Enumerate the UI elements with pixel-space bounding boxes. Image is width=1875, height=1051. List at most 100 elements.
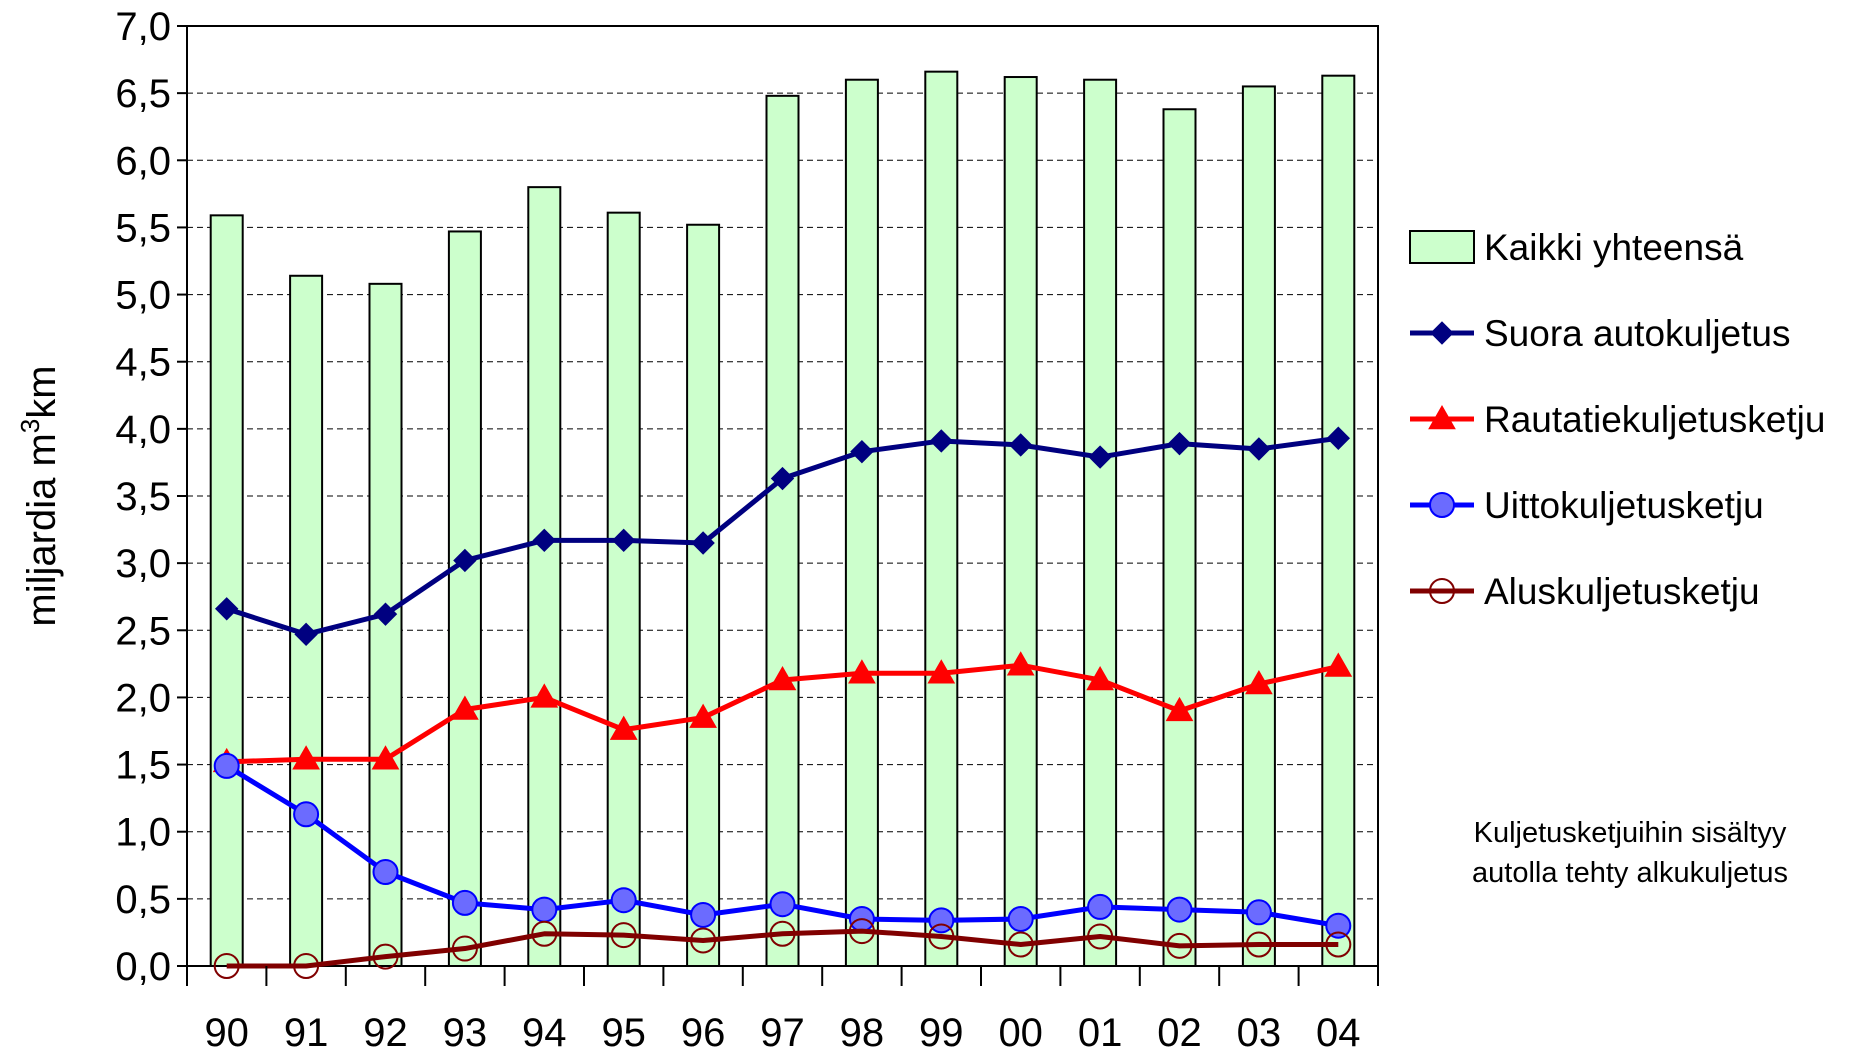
data-point-hollow-circle <box>928 923 955 950</box>
data-point-diamond <box>691 531 715 555</box>
x-tick-label: 90 <box>204 1011 249 1051</box>
legend-label: Kaikki yhteensä <box>1484 227 1744 268</box>
data-point-triangle <box>1006 651 1035 676</box>
bar-series <box>209 70 1356 968</box>
data-point-diamond <box>1430 321 1454 345</box>
data-point-triangle <box>689 703 717 728</box>
x-tick-label: 98 <box>840 1011 885 1051</box>
annotation-note: Kuljetusketjuihin sisältyy autolla tehty … <box>1472 817 1788 889</box>
data-point-triangle <box>1165 696 1194 722</box>
y-tick-label: 1,5 <box>115 744 171 788</box>
data-point-diamond <box>1008 433 1033 457</box>
data-point-hollow-circle <box>372 943 399 970</box>
x-tick-label: 01 <box>1078 1011 1123 1051</box>
y-tick-label: 4,0 <box>115 408 171 452</box>
bar <box>1083 78 1118 967</box>
legend-item: Rautatiekuljetusketju <box>1410 399 1825 440</box>
data-point-diamond <box>532 528 557 553</box>
x-tick-label: 00 <box>998 1011 1043 1051</box>
data-point-circle <box>1166 896 1193 923</box>
bar <box>527 186 562 967</box>
data-point-triangle <box>1324 652 1353 677</box>
data-point-diamond <box>850 439 874 464</box>
y-axis-title-suffix: km <box>20 365 64 418</box>
data-point-circle <box>690 901 717 928</box>
data-point-diamond <box>1326 426 1351 450</box>
y-tick-label: 6,5 <box>115 72 171 116</box>
legend-label: Aluskuljetusketju <box>1484 571 1760 612</box>
data-point-hollow-circle <box>1245 931 1272 958</box>
data-point-circle <box>213 752 240 779</box>
series-line <box>213 918 1352 979</box>
y-tick-label: 7,0 <box>115 5 171 49</box>
data-point-hollow-circle <box>690 927 717 954</box>
data-point-hollow-circle <box>531 920 558 947</box>
data-point-triangle <box>1428 404 1456 430</box>
data-point-triangle <box>848 659 876 684</box>
x-tick-label: 94 <box>522 1011 567 1051</box>
y-tick-label: 2,0 <box>115 676 171 720</box>
x-tick-label: 04 <box>1316 1011 1361 1051</box>
bar <box>606 211 641 967</box>
data-point-circle <box>1007 906 1034 932</box>
series-polyline <box>226 928 1339 969</box>
x-tick-label: 95 <box>601 1011 646 1051</box>
data-point-diamond <box>1088 445 1112 469</box>
data-point-diamond <box>1247 437 1271 461</box>
data-point-triangle <box>609 715 638 740</box>
data-point-hollow-circle <box>1166 932 1193 959</box>
bar <box>209 214 244 968</box>
bar <box>924 70 959 967</box>
data-point-diamond <box>611 528 636 553</box>
y-tick-label: 5,5 <box>115 206 171 250</box>
data-point-diamond <box>1167 431 1192 456</box>
x-axis: 90 91 92 93 94 95 96 97 98 99 00 01 02 03 04 <box>186 966 1379 1051</box>
data-point-circle <box>1245 899 1272 926</box>
data-point-triangle <box>927 659 956 684</box>
data-point-triangle <box>530 683 559 708</box>
legend-item: Suora autokuljetus <box>1410 313 1790 354</box>
data-point-circle <box>1325 912 1352 939</box>
y-tick-label: 0,0 <box>115 945 171 989</box>
data-point-hollow-circle <box>1429 578 1455 604</box>
y-axis-title-superscript: 3 <box>15 419 45 433</box>
y-tick-label: 6,0 <box>115 139 171 183</box>
data-point-circle <box>1087 893 1114 920</box>
series-line <box>213 752 1352 939</box>
bar <box>686 223 721 967</box>
data-point-triangle <box>371 745 400 770</box>
bar <box>1162 108 1197 967</box>
y-axis-title-main: miljardia m <box>20 433 64 626</box>
data-point-diamond <box>294 622 318 647</box>
bar <box>765 94 800 968</box>
data-point-diamond <box>214 597 239 621</box>
data-point-hollow-circle <box>848 918 875 945</box>
x-tick-label: 99 <box>919 1011 964 1051</box>
data-point-diamond <box>770 466 795 491</box>
data-point-diamond <box>373 602 398 626</box>
data-point-hollow-circle <box>1087 923 1114 950</box>
data-point-hollow-circle <box>769 920 796 947</box>
data-point-circle <box>1429 492 1455 518</box>
data-point-diamond <box>929 429 954 453</box>
data-point-triangle <box>451 695 479 720</box>
bar <box>1321 74 1356 967</box>
y-tick-label: 4,5 <box>115 341 171 385</box>
x-tick-label: 93 <box>443 1011 488 1051</box>
legend-label: Suora autokuljetus <box>1484 313 1790 354</box>
data-point-circle <box>610 887 637 914</box>
legend-label: Rautatiekuljetusketju <box>1484 399 1825 440</box>
data-point-triangle <box>1245 669 1273 695</box>
data-point-triangle <box>1086 665 1114 691</box>
x-tick-label: 02 <box>1157 1011 1202 1051</box>
y-tick-label: 3,0 <box>115 542 171 586</box>
bar <box>368 282 403 968</box>
series-line <box>212 651 1353 773</box>
bar <box>844 78 879 967</box>
bar <box>1003 76 1038 968</box>
x-tick-label: 03 <box>1237 1011 1282 1051</box>
data-point-triangle <box>768 665 797 691</box>
data-point-hollow-circle <box>1325 931 1352 958</box>
x-tick-label: 92 <box>363 1011 408 1051</box>
